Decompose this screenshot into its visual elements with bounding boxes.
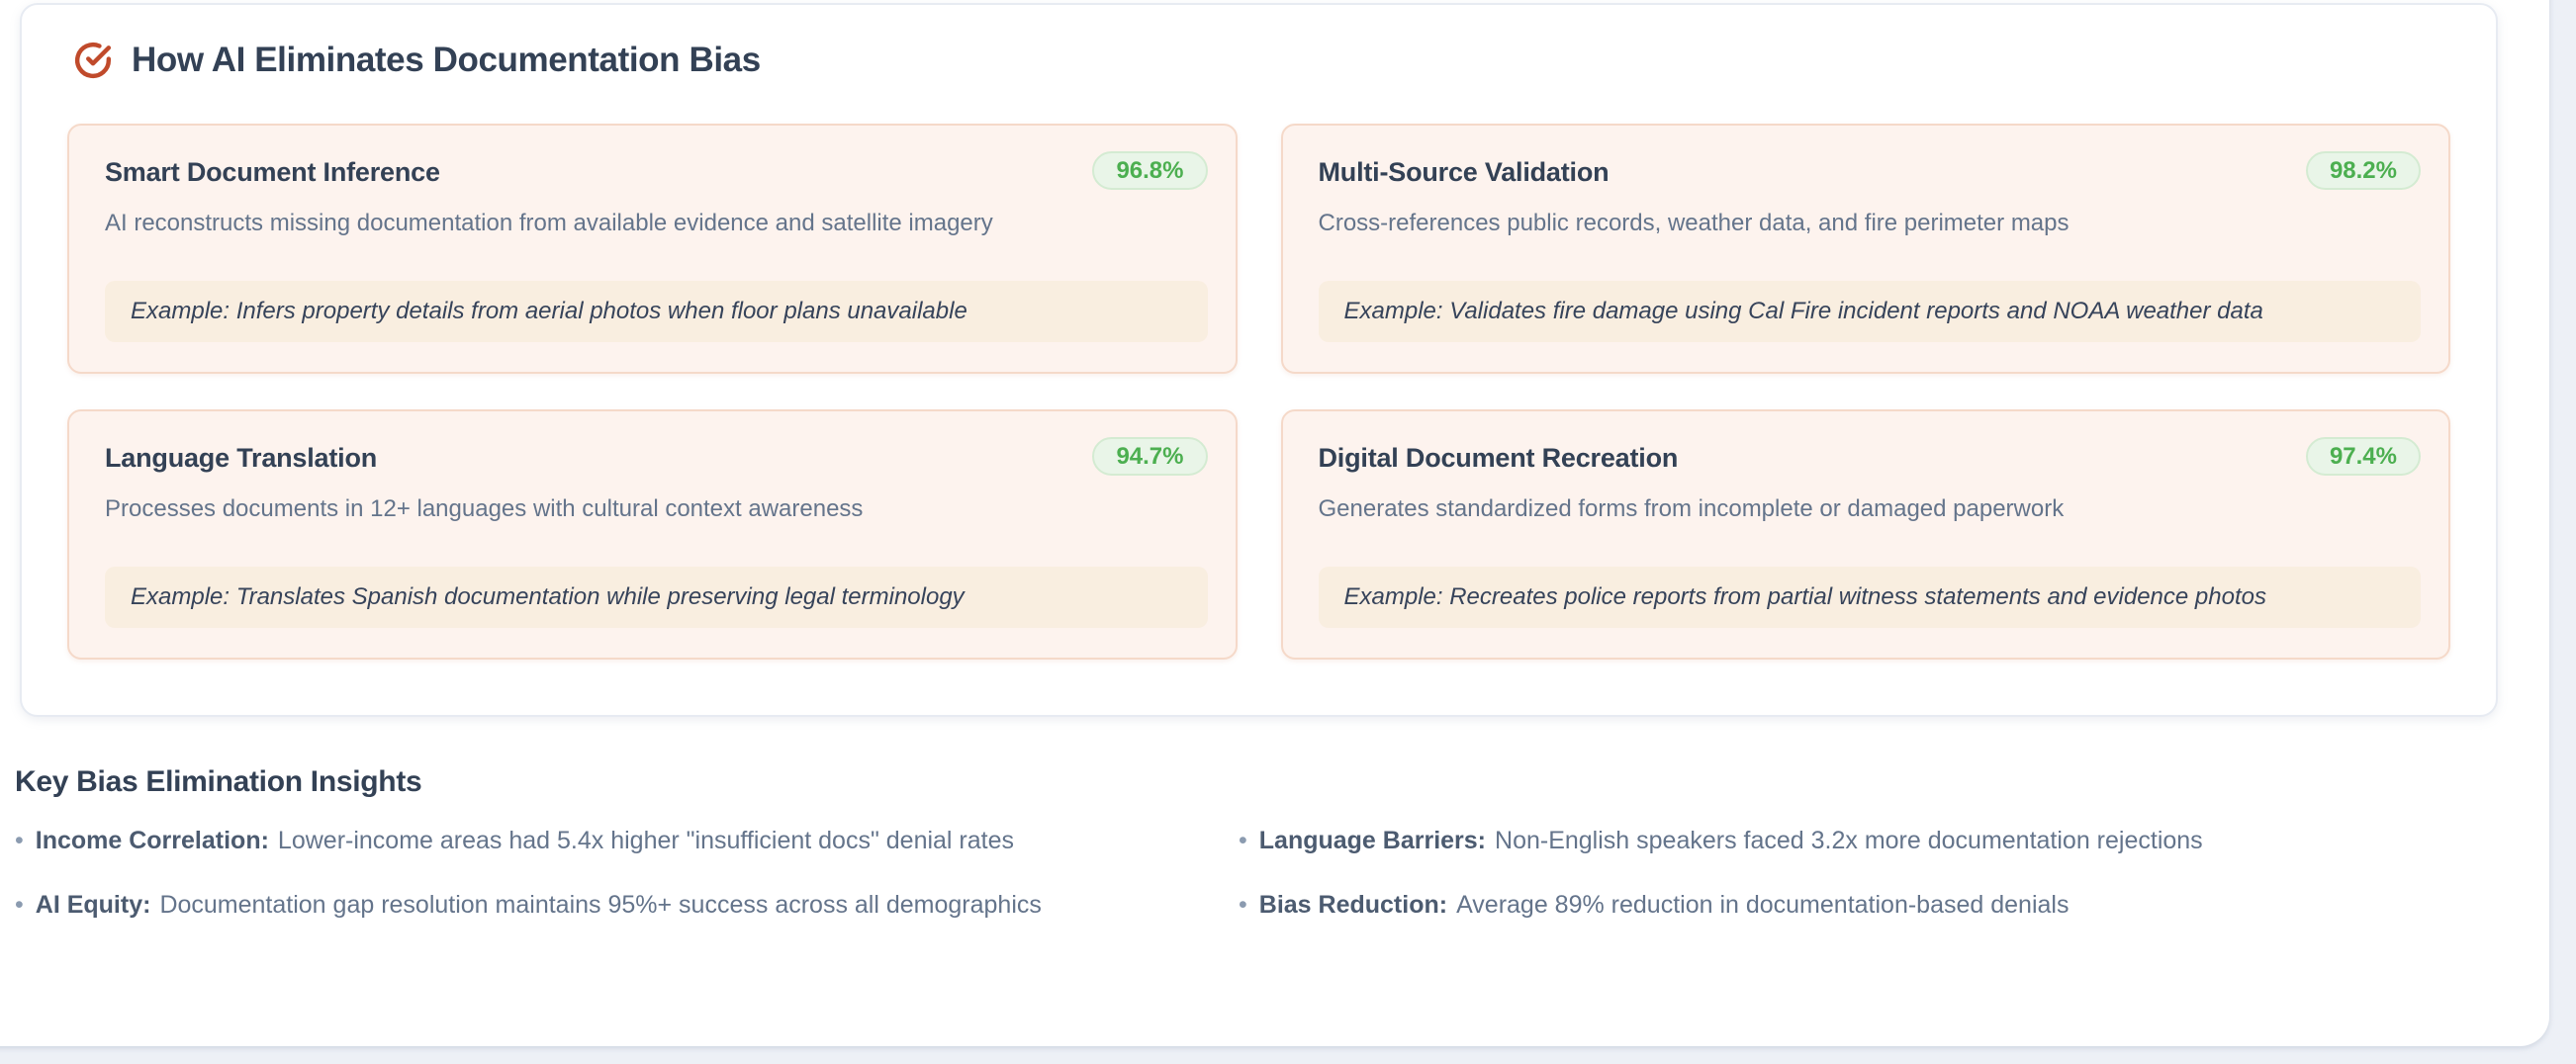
method-card-multi-source-validation: Multi-Source Validation 98.2% Cross-refe…: [1280, 124, 2450, 374]
method-card-language-translation: Language Translation 94.7% Processes doc…: [67, 409, 1238, 660]
method-description: Processes documents in 12+ languages wit…: [105, 495, 864, 522]
method-example: Example: Validates fire damage using Cal…: [1318, 281, 2421, 342]
method-description: AI reconstructs missing documentation fr…: [105, 210, 993, 236]
method-title: Language Translation: [105, 443, 378, 473]
insight-text: Non-English speakers faced 3.2x more doc…: [1495, 827, 2203, 854]
insight-language-barriers: • Language Barriers: Non-English speakers…: [1239, 827, 2458, 855]
method-description: Generates standardized forms from incomp…: [1318, 495, 2065, 522]
method-title: Multi-Source Validation: [1318, 157, 1610, 187]
insight-bias-reduction: • Bias Reduction: Average 89% reduction i…: [1239, 891, 2458, 920]
check-circle-icon: [74, 42, 112, 79]
insight-label: Income Correlation:: [35, 827, 269, 854]
insight-ai-equity: • AI Equity: Documentation gap resolution…: [15, 891, 1239, 920]
section-title: How AI Eliminates Documentation Bias: [132, 41, 761, 79]
method-title: Smart Document Inference: [105, 157, 440, 187]
insight-text: Average 89% reduction in documentation-b…: [1456, 891, 2070, 919]
bullet-dot-icon: •: [15, 827, 24, 854]
insight-text: Documentation gap resolution maintains 9…: [159, 891, 1042, 919]
insight-label: Language Barriers:: [1258, 827, 1487, 854]
accuracy-badge: 94.7%: [1092, 437, 1208, 476]
method-description: Cross-references public records, weather…: [1318, 210, 2070, 236]
bullet-dot-icon: •: [1239, 827, 1247, 854]
bullet-dot-icon: •: [1239, 891, 1247, 919]
methods-grid: Smart Document Inference 96.8% AI recons…: [67, 124, 2450, 660]
insight-label: Bias Reduction:: [1258, 891, 1448, 919]
method-example: Example: Infers property details from ae…: [105, 281, 1208, 342]
method-card-digital-document-recreation: Digital Document Recreation 97.4% Genera…: [1280, 409, 2450, 660]
insight-label: AI Equity:: [35, 891, 151, 919]
method-title: Digital Document Recreation: [1318, 443, 1679, 473]
insight-text: Lower-income areas had 5.4x higher "insu…: [277, 827, 1015, 854]
bullet-dot-icon: •: [15, 891, 24, 919]
method-example: Example: Translates Spanish documentatio…: [105, 567, 1208, 628]
section-header: How AI Eliminates Documentation Bias: [74, 41, 2496, 80]
accuracy-badge: 96.8%: [1092, 151, 1208, 190]
key-insights-section: Key Bias Elimination Insights • Income C…: [15, 765, 2458, 920]
method-example: Example: Recreates police reports from p…: [1318, 567, 2421, 628]
page-panel: How AI Eliminates Documentation Bias Sma…: [0, 0, 2549, 1046]
insights-grid: • Income Correlation: Lower-income areas …: [15, 827, 2458, 920]
insights-title: Key Bias Elimination Insights: [15, 765, 422, 798]
accuracy-badge: 97.4%: [2305, 437, 2421, 476]
accuracy-badge: 98.2%: [2305, 151, 2421, 190]
documentation-bias-section: How AI Eliminates Documentation Bias Sma…: [20, 3, 2498, 717]
insight-income-correlation: • Income Correlation: Lower-income areas …: [15, 827, 1239, 855]
method-card-smart-document-inference: Smart Document Inference 96.8% AI recons…: [67, 124, 1238, 374]
